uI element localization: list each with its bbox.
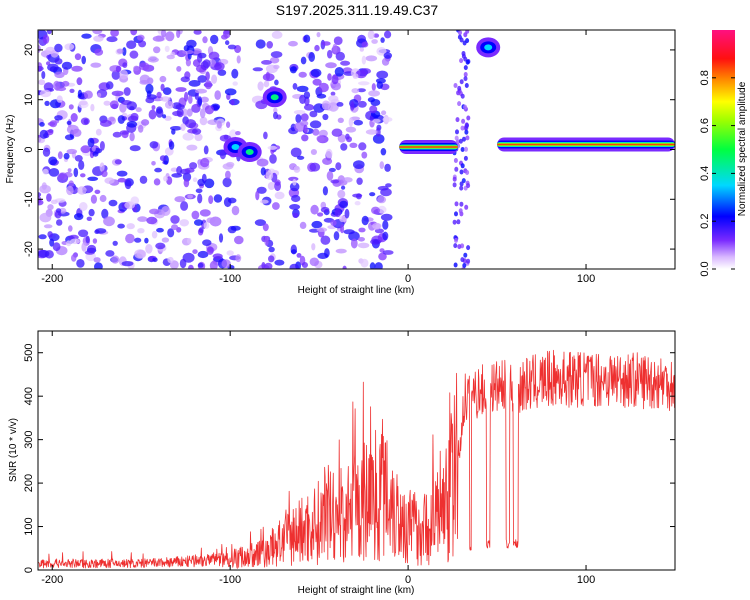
heatmap-blob-d <box>476 37 501 58</box>
noise-background <box>38 30 471 269</box>
heatmap-blob-b <box>237 142 262 162</box>
top-ytick-label: -10 <box>23 191 35 207</box>
top-y-axis-label: Frequency (Hz) <box>5 115 16 184</box>
top-xtick-label: 0 <box>405 273 411 285</box>
bottom-ytick-label: 100 <box>23 517 35 535</box>
bottom-xtick-label: -100 <box>219 574 241 586</box>
snr-series-line <box>38 349 675 569</box>
colorbar-tick-label: 0.0 <box>699 261 711 276</box>
bottom-x-axis-label: Height of straight line (km) <box>298 585 415 596</box>
top-x-axis-label: Height of straight line (km) <box>298 285 415 296</box>
top-ytick-label: 20 <box>23 44 35 56</box>
snr-panel: -200 -100 0 100 0 100 200 300 400 500 Height of … <box>8 330 676 596</box>
colorbar: 0.0 0.2 0.4 0.6 0.8 Normalized spectral ampl… <box>699 30 748 277</box>
colorbar-tick-label: 0.6 <box>699 118 711 133</box>
chart-title: S197.2025.311.19.49.C37 <box>276 2 439 18</box>
top-ytick-label: 10 <box>23 94 35 106</box>
colorbar-tick-label: 0.2 <box>699 214 711 229</box>
bottom-ytick-label: 0 <box>23 567 35 573</box>
bottom-ytick-label: 400 <box>23 387 35 405</box>
colorbar-label: Normalized spectral amplitude <box>737 81 748 216</box>
top-xtick-label: 100 <box>577 273 595 285</box>
spectral-features <box>223 37 675 162</box>
bottom-xtick-label: 100 <box>577 574 595 586</box>
colorbar-tick-label: 0.4 <box>699 166 711 181</box>
top-ytick-label: -20 <box>23 241 35 257</box>
bottom-ytick-label: 500 <box>23 344 35 362</box>
bottom-xtick-label: 0 <box>405 574 411 586</box>
bottom-xtick-label: -200 <box>41 574 63 586</box>
bottom-ytick-label: 300 <box>23 430 35 448</box>
bottom-plot-frame <box>37 330 676 571</box>
top-ytick-label: 0 <box>23 146 35 152</box>
colorbar-tick-label: 0.8 <box>699 70 711 85</box>
top-xtick-label: -100 <box>219 273 241 285</box>
top-xtick-label: -200 <box>41 273 63 285</box>
heatmap-band-2 <box>497 137 675 152</box>
heatmap-band-1 <box>399 140 458 154</box>
heatmap-blob-c <box>262 87 287 108</box>
colorbar-scale <box>712 30 735 269</box>
bottom-ytick-label: 200 <box>23 474 35 492</box>
bottom-y-axis-label: SNR (10 * v/v) <box>8 418 19 482</box>
